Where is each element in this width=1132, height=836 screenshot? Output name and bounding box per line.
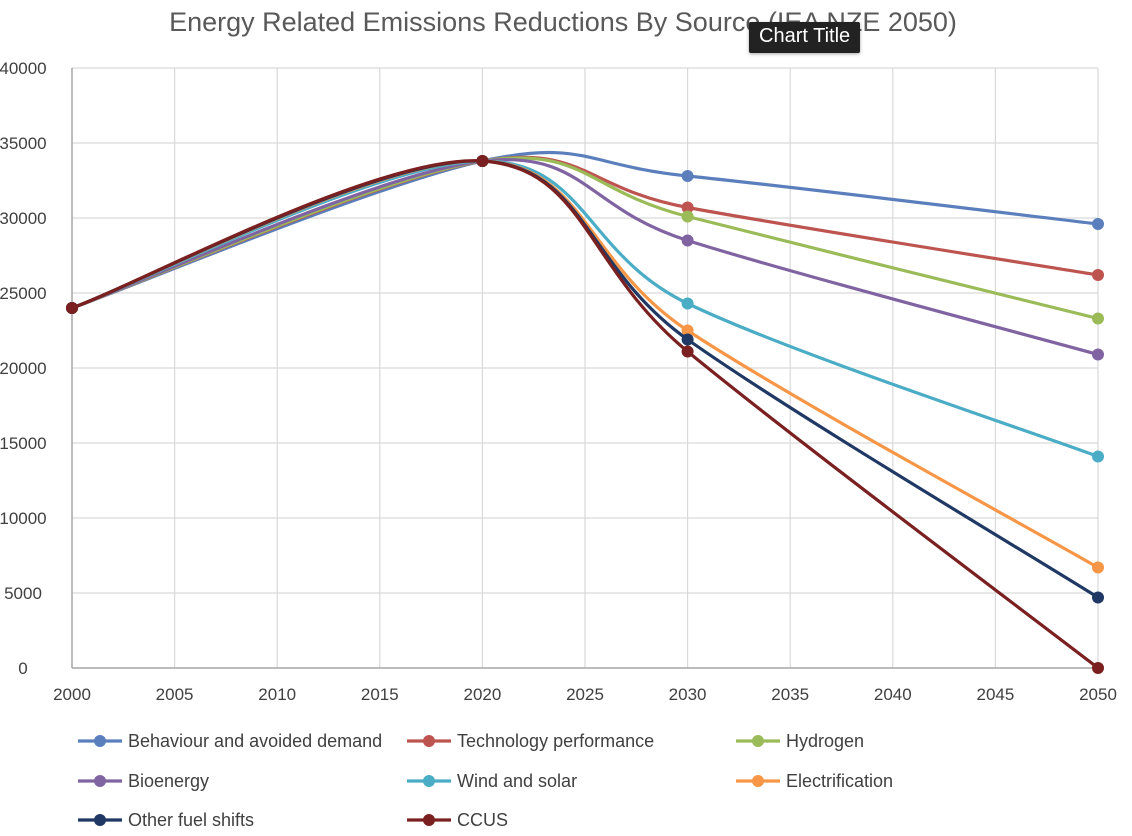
- data-point[interactable]: [681, 333, 694, 346]
- series-line[interactable]: [71, 159, 1099, 670]
- legend-item[interactable]: Electrification: [736, 771, 893, 791]
- chart-grid: [72, 67, 1099, 668]
- x-tick-label: 2035: [771, 685, 809, 704]
- y-tick-label: 35000: [0, 134, 47, 153]
- legend-label: Hydrogen: [786, 731, 864, 751]
- legend-label: Electrification: [786, 771, 893, 791]
- chart-title-tooltip: Chart Title: [749, 22, 861, 53]
- legend-swatch-marker: [423, 814, 435, 826]
- legend-swatch-marker: [94, 814, 106, 826]
- data-point[interactable]: [1092, 591, 1104, 604]
- legend-label: Other fuel shifts: [128, 810, 254, 830]
- data-point[interactable]: [681, 170, 694, 182]
- chart-legend: Behaviour and avoided demand Technology p…: [78, 731, 893, 830]
- legend-item[interactable]: Hydrogen: [736, 731, 864, 751]
- data-point[interactable]: [681, 297, 694, 310]
- data-point[interactable]: [1092, 561, 1104, 574]
- x-tick-label: 2020: [463, 685, 501, 704]
- y-tick-label: 15000: [0, 434, 47, 453]
- data-point[interactable]: [1092, 218, 1104, 230]
- x-tick-label: 2040: [874, 685, 912, 704]
- data-point[interactable]: [1092, 348, 1104, 361]
- y-tick-label: 20000: [0, 359, 47, 378]
- chart-series: [66, 150, 1104, 674]
- legend-label: Bioenergy: [128, 771, 209, 791]
- y-tick-label: 0: [18, 659, 27, 678]
- legend-item[interactable]: CCUS: [407, 810, 508, 830]
- data-point[interactable]: [1092, 269, 1104, 281]
- x-tick-label: 2045: [976, 685, 1014, 704]
- data-point[interactable]: [1092, 662, 1104, 674]
- legend-swatch-marker: [94, 775, 106, 787]
- data-point[interactable]: [681, 210, 694, 223]
- legend-item[interactable]: Other fuel shifts: [78, 810, 254, 830]
- y-tick-label: 10000: [0, 509, 47, 528]
- x-tick-label: 2025: [566, 685, 604, 704]
- chart-axes: 0 5000 10000 15000 20000 25000 30000 35000 40000…: [0, 59, 1117, 704]
- x-tick-label: 2010: [258, 685, 296, 704]
- series-7[interactable]: [66, 155, 1104, 674]
- legend-item[interactable]: Behaviour and avoided demand: [78, 731, 382, 751]
- legend-swatch-marker: [423, 735, 435, 747]
- legend-item[interactable]: Technology performance: [407, 731, 654, 751]
- y-tick-label: 25000: [0, 284, 47, 303]
- data-point[interactable]: [66, 302, 78, 314]
- y-tick-label: 5000: [4, 584, 42, 603]
- legend-swatch-marker: [752, 735, 764, 747]
- y-tick-label: 30000: [0, 209, 47, 228]
- x-tick-label: 2005: [156, 685, 194, 704]
- legend-swatch-marker: [752, 775, 764, 787]
- series-line[interactable]: [71, 158, 1099, 357]
- data-point[interactable]: [1092, 312, 1104, 325]
- legend-label: Behaviour and avoided demand: [128, 731, 382, 751]
- legend-item[interactable]: Bioenergy: [78, 771, 209, 791]
- legend-item[interactable]: Wind and solar: [407, 771, 577, 791]
- data-point[interactable]: [681, 201, 694, 214]
- x-tick-label: 2015: [361, 685, 399, 704]
- legend-label: Wind and solar: [457, 771, 577, 791]
- legend-label: Technology performance: [457, 731, 654, 751]
- data-point[interactable]: [1092, 450, 1104, 463]
- legend-label: CCUS: [457, 810, 508, 830]
- y-tick-label: 40000: [0, 59, 47, 78]
- x-tick-label: 2000: [53, 685, 91, 704]
- data-point[interactable]: [681, 345, 694, 358]
- x-tick-label: 2050: [1079, 685, 1117, 704]
- data-point[interactable]: [681, 234, 694, 247]
- data-point[interactable]: [681, 324, 694, 337]
- legend-swatch-marker: [423, 775, 435, 787]
- data-point[interactable]: [476, 155, 489, 167]
- x-tick-label: 2030: [669, 685, 707, 704]
- legend-swatch-marker: [94, 735, 106, 747]
